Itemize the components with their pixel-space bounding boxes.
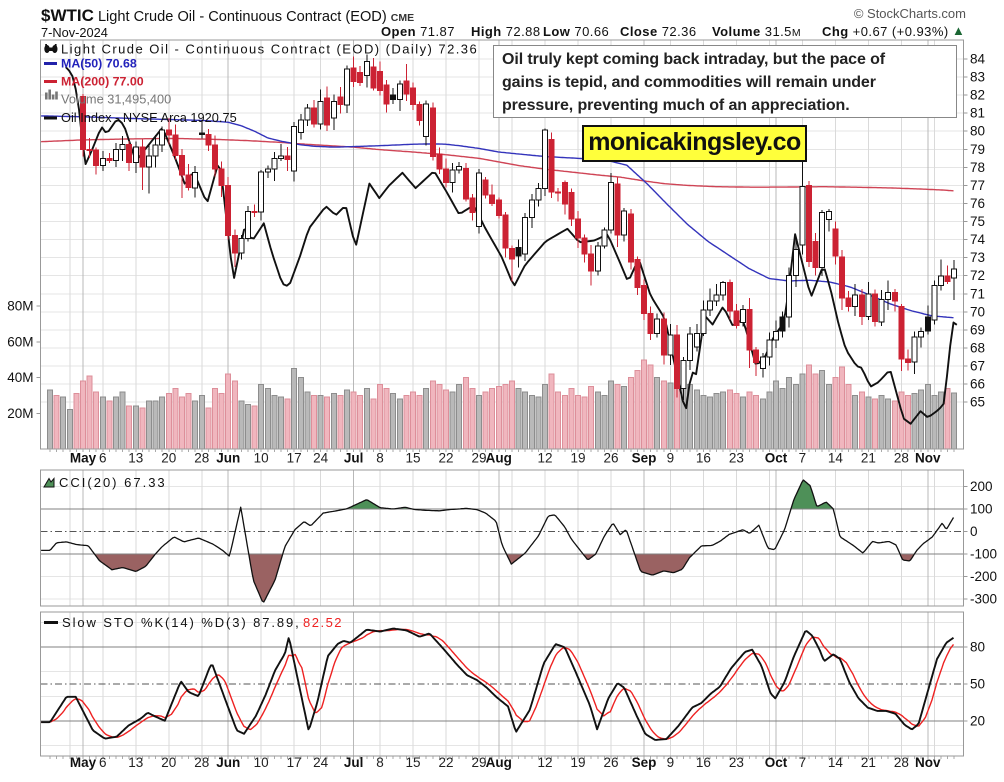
svg-text:-200: -200 [970, 569, 997, 584]
svg-text:Oil Index - NYSE Arca 1920.75: Oil Index - NYSE Arca 1920.75 [61, 110, 237, 125]
svg-text:21: 21 [861, 755, 876, 770]
svg-text:17: 17 [287, 451, 302, 466]
svg-text:19: 19 [570, 451, 585, 466]
svg-text:MA(200) 77.00: MA(200) 77.00 [61, 75, 144, 89]
svg-text:40M: 40M [7, 370, 33, 385]
svg-text:Sep: Sep [632, 451, 657, 466]
svg-text:13: 13 [128, 451, 143, 466]
svg-text:26: 26 [603, 451, 618, 466]
svg-text:69: 69 [970, 322, 985, 337]
svg-text:22: 22 [438, 451, 453, 466]
svg-text:Nov: Nov [915, 755, 941, 770]
svg-text:80M: 80M [7, 299, 33, 314]
svg-text:May: May [70, 755, 97, 770]
svg-text:22: 22 [438, 755, 453, 770]
svg-text:70: 70 [970, 304, 985, 319]
svg-text:Light Crude Oil - Continuous C: Light Crude Oil - Continuous Contract (E… [61, 42, 478, 57]
svg-text:14: 14 [828, 755, 844, 770]
svg-text:15: 15 [405, 755, 420, 770]
svg-text:79: 79 [970, 142, 985, 157]
svg-text:-300: -300 [970, 592, 997, 607]
svg-text:9: 9 [667, 755, 675, 770]
svg-text:21: 21 [861, 451, 876, 466]
svg-text:81: 81 [970, 106, 985, 121]
svg-text:66: 66 [970, 377, 985, 392]
svg-text:Nov: Nov [915, 451, 941, 466]
svg-text:23: 23 [729, 755, 744, 770]
svg-text:28: 28 [194, 755, 209, 770]
svg-text:10: 10 [254, 451, 269, 466]
svg-text:82: 82 [970, 88, 985, 103]
svg-text:7: 7 [799, 755, 807, 770]
svg-text:14: 14 [828, 451, 844, 466]
svg-text:Jul: Jul [344, 755, 364, 770]
svg-text:28: 28 [894, 755, 909, 770]
svg-text:Aug: Aug [486, 755, 512, 770]
svg-text:MA(50) 70.68: MA(50) 70.68 [61, 57, 137, 71]
svg-text:78: 78 [970, 160, 985, 175]
svg-text:26: 26 [603, 755, 618, 770]
svg-text:13: 13 [128, 755, 143, 770]
svg-text:80: 80 [970, 124, 985, 139]
svg-text:20: 20 [970, 714, 985, 729]
svg-text:60M: 60M [7, 334, 33, 349]
svg-text:20: 20 [161, 755, 176, 770]
svg-text:Jul: Jul [344, 451, 364, 466]
svg-text:Sep: Sep [632, 755, 657, 770]
svg-text:73: 73 [970, 250, 985, 265]
svg-text:68: 68 [970, 341, 985, 356]
svg-text:0: 0 [970, 524, 978, 539]
svg-text:16: 16 [696, 451, 711, 466]
svg-text:50: 50 [970, 677, 985, 692]
svg-text:12: 12 [537, 451, 552, 466]
svg-text:Oct: Oct [765, 451, 788, 466]
svg-text:6: 6 [99, 755, 107, 770]
svg-text:Oct: Oct [765, 755, 788, 770]
svg-text:9: 9 [667, 451, 675, 466]
svg-text:71: 71 [970, 286, 985, 301]
svg-text:84: 84 [970, 52, 986, 67]
svg-text:100: 100 [970, 502, 993, 517]
svg-text:29: 29 [471, 451, 486, 466]
svg-text:67: 67 [970, 359, 985, 374]
svg-text:CCI(20) 67.33: CCI(20) 67.33 [59, 475, 167, 490]
svg-text:8: 8 [376, 755, 384, 770]
svg-text:74: 74 [970, 232, 986, 247]
svg-text:24: 24 [313, 451, 329, 466]
svg-text:Jun: Jun [216, 451, 240, 466]
svg-text:Aug: Aug [486, 451, 512, 466]
svg-text:20: 20 [161, 451, 176, 466]
svg-text:17: 17 [287, 755, 302, 770]
svg-text:28: 28 [894, 451, 909, 466]
svg-text:May: May [70, 451, 97, 466]
svg-text:72: 72 [970, 268, 985, 283]
svg-text:76: 76 [970, 196, 985, 211]
svg-text:12: 12 [537, 755, 552, 770]
svg-text:200: 200 [970, 479, 993, 494]
svg-text:8: 8 [376, 451, 384, 466]
svg-text:Jun: Jun [216, 755, 240, 770]
svg-text:28: 28 [194, 451, 209, 466]
svg-text:20M: 20M [7, 406, 33, 421]
svg-text:10: 10 [254, 755, 269, 770]
svg-text:24: 24 [313, 755, 329, 770]
svg-text:6: 6 [99, 451, 107, 466]
svg-text:23: 23 [729, 451, 744, 466]
svg-text:7: 7 [799, 451, 807, 466]
svg-text:65: 65 [970, 395, 985, 410]
svg-text:80: 80 [970, 640, 985, 655]
svg-text:75: 75 [970, 214, 985, 229]
svg-text:77: 77 [970, 178, 985, 193]
svg-text:Slow STO %K(14) %D(3) 87.89,: Slow STO %K(14) %D(3) 87.89, [62, 615, 301, 630]
svg-text:29: 29 [471, 755, 486, 770]
svg-text:82.52: 82.52 [303, 615, 343, 630]
svg-text:-100: -100 [970, 547, 997, 562]
svg-text:15: 15 [405, 451, 420, 466]
svg-text:19: 19 [570, 755, 585, 770]
svg-text:Volume 31,495,400: Volume 31,495,400 [61, 92, 171, 107]
svg-text:83: 83 [970, 70, 985, 85]
svg-text:16: 16 [696, 755, 711, 770]
